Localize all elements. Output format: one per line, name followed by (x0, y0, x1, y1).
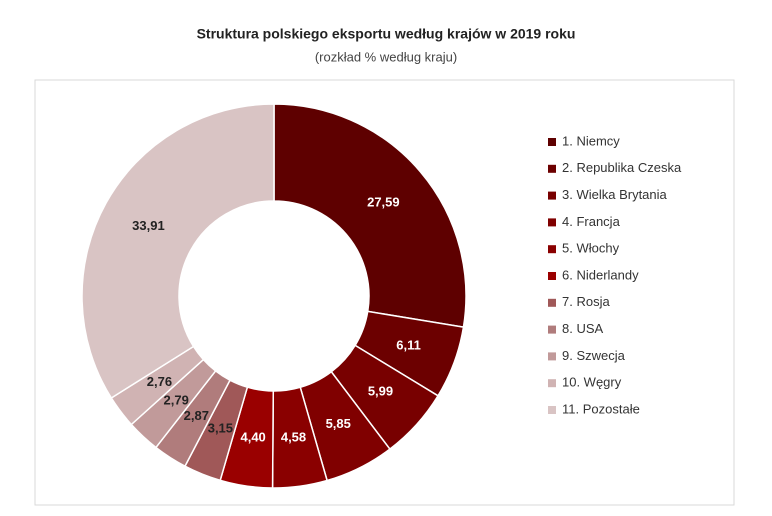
legend-swatch (548, 191, 556, 200)
data-label: 33,91 (132, 218, 165, 233)
data-label: 2,87 (184, 408, 209, 423)
legend-label: 7. Rosja (562, 294, 610, 309)
legend-swatch (548, 406, 556, 414)
legend-swatch (548, 352, 556, 361)
legend-label: 9. Szwecja (562, 348, 626, 363)
data-label: 5,85 (326, 416, 351, 431)
legend-swatch (548, 379, 556, 388)
data-label: 27,59 (367, 195, 400, 210)
legend-label: 10. Węgry (562, 375, 622, 390)
legend-label: 8. USA (562, 321, 604, 336)
legend-label: 5. Włochy (562, 241, 620, 256)
legend-swatch (548, 298, 556, 307)
data-label: 4,40 (240, 429, 265, 444)
donut-slice (273, 103, 467, 328)
legend-swatch (548, 218, 556, 227)
chart-subtitle: (rozkład % według kraju) (315, 49, 457, 64)
donut-slice (81, 103, 275, 399)
legend-label: 11. Pozostałe (562, 401, 640, 416)
data-label: 2,79 (164, 392, 189, 407)
legend-label: 2. Republika Czeska (562, 160, 682, 175)
legend-swatch (548, 245, 556, 254)
legend-label: 4. Francja (562, 214, 621, 229)
legend-label: 3. Wielka Brytania (562, 187, 668, 202)
legend-swatch (548, 138, 556, 146)
data-label: 6,11 (396, 337, 421, 352)
data-label: 3,15 (208, 421, 233, 436)
chart-title: Struktura polskiego eksportu według kraj… (197, 26, 576, 42)
data-label: 2,76 (147, 374, 172, 389)
legend-swatch (548, 272, 556, 280)
legend-label: 6. Niderlandy (562, 267, 639, 282)
data-label: 4,58 (281, 430, 306, 445)
data-label: 5,99 (368, 384, 393, 399)
legend-swatch (548, 164, 556, 173)
legend-swatch (548, 325, 556, 334)
plot-frame (34, 79, 735, 506)
legend-label: 1. Niemcy (562, 133, 620, 148)
